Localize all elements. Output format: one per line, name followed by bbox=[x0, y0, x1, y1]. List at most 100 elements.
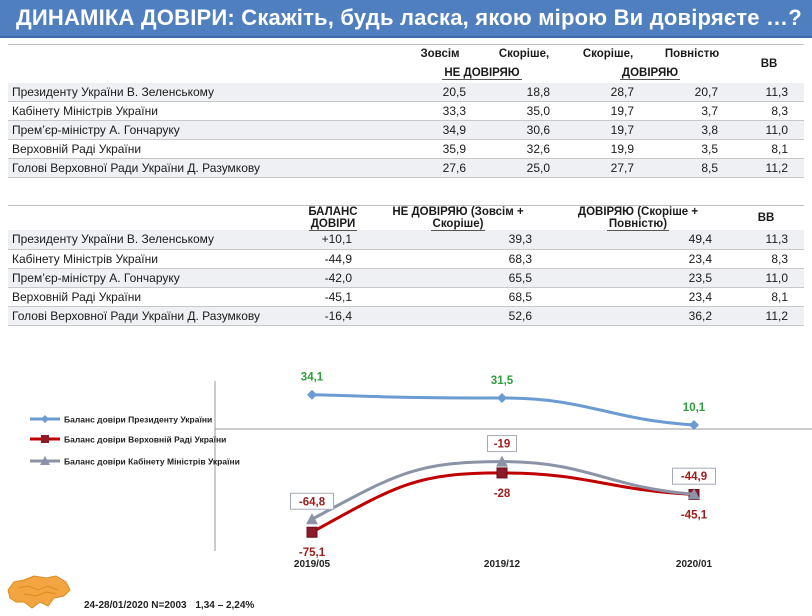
footer-error: 1,34 – 2,24% bbox=[195, 600, 255, 611]
cell-value: 19,7 bbox=[566, 101, 650, 121]
cell-value: -44,9 bbox=[298, 249, 368, 268]
page-title: ДИНАМІКА ДОВІРИ: Скажіть, будь ласка, як… bbox=[16, 5, 802, 30]
header-group-distrust: НЕ ДОВІРЯЮ bbox=[442, 67, 522, 80]
row-label: Прем’єр-міністру А. Гончаруку bbox=[8, 120, 398, 140]
header-rather-distrust: Скоріше, bbox=[498, 48, 550, 61]
header-hard-to-say: ВВ bbox=[757, 212, 775, 224]
cell-value: 11,0 bbox=[728, 268, 804, 287]
cell-value: 52,6 bbox=[368, 306, 548, 325]
legend-marker bbox=[41, 435, 49, 443]
row-label: Голові Верховної Ради України Д. Разумко… bbox=[8, 306, 298, 325]
data-point bbox=[688, 488, 700, 500]
cell-value: 23,4 bbox=[548, 287, 728, 306]
header-trust-sum: ДОВІРЯЮ (Скоріше + Повністю) bbox=[577, 206, 699, 231]
trust-detail-table: Зовсім Скоріше, Скоріше, Повністю ВВ НЕ … bbox=[8, 44, 804, 178]
cell-value: 8,1 bbox=[728, 287, 804, 306]
table-row: Голові Верховної Ради України Д. Разумко… bbox=[8, 306, 804, 325]
data-point bbox=[307, 389, 317, 400]
data-label: -44,9 bbox=[681, 471, 707, 483]
header-distrust-sum: НЕ ДОВІРЯЮ (Зовсім + Скоріше) bbox=[392, 206, 524, 231]
row-label: Прем’єр-міністру А. Гончаруку bbox=[8, 268, 298, 287]
cell-value: 36,2 bbox=[548, 306, 728, 325]
cell-value: 3,8 bbox=[650, 120, 734, 140]
cell-value: 20,7 bbox=[650, 82, 734, 102]
header-fully-trust: Повністю bbox=[664, 48, 720, 61]
cell-value: 23,4 bbox=[548, 249, 728, 268]
cell-value: 39,3 bbox=[368, 230, 548, 249]
cell-value: 11,3 bbox=[734, 82, 804, 102]
cell-value: 35,9 bbox=[398, 139, 482, 159]
table-row: Верховній Раді України -45,1 68,5 23,4 8,1 bbox=[8, 287, 804, 306]
cell-value: 19,9 bbox=[566, 139, 650, 159]
cell-value: 8,5 bbox=[650, 158, 734, 178]
cell-value: 3,5 bbox=[650, 139, 734, 159]
cell-value: 68,5 bbox=[368, 287, 548, 306]
data-point bbox=[496, 455, 508, 467]
data-label: -28 bbox=[494, 488, 511, 500]
cell-value: 3,7 bbox=[650, 101, 734, 121]
table-row: Президенту України В. Зеленському 20,5 18,… bbox=[8, 82, 804, 102]
row-label: Верховній Раді України bbox=[8, 287, 298, 306]
cell-value: 28,7 bbox=[566, 82, 650, 102]
cell-value: 65,5 bbox=[368, 268, 548, 287]
cell-value: 27,7 bbox=[566, 158, 650, 178]
data-label: -75,1 bbox=[299, 547, 326, 559]
ukraine-map-logo bbox=[7, 575, 71, 609]
row-label: Президенту України В. Зеленському bbox=[8, 82, 398, 102]
cell-value: 30,6 bbox=[482, 120, 566, 140]
cell-value: 23,5 bbox=[548, 268, 728, 287]
cell-value: 34,9 bbox=[398, 120, 482, 140]
table-row: Президенту України В. Зеленському +10,1 39… bbox=[8, 230, 804, 249]
cell-value: 11,0 bbox=[734, 120, 804, 140]
series-line-1 bbox=[311, 471, 695, 534]
cell-value: 68,3 bbox=[368, 249, 548, 268]
trust-balance-chart: 2019/05 2019/12 2020/01 34,1 31,5 10,1 -75,1 -… bbox=[30, 372, 812, 570]
x-tick-label: 2019/12 bbox=[484, 559, 521, 570]
data-point bbox=[497, 393, 507, 403]
x-tick-label: 2019/05 bbox=[294, 559, 331, 570]
cell-value: 32,6 bbox=[482, 139, 566, 159]
data-point bbox=[306, 526, 318, 538]
data-label-box bbox=[290, 492, 334, 510]
legend-label: Баланс довіри Верховній Раді України bbox=[64, 435, 226, 445]
data-label: 31,5 bbox=[491, 375, 514, 387]
legend-label: Баланс довіри Кабінету Міністрів України bbox=[64, 457, 240, 467]
trust-balance-table: БАЛАНС ДОВІРИ НЕ ДОВІРЯЮ (Зовсім + Скорі… bbox=[8, 205, 804, 326]
header-fully-distrust: Зовсім bbox=[420, 48, 460, 61]
table-row: Прем’єр-міністру А. Гончаруку 34,9 30,6 19,… bbox=[8, 120, 804, 140]
cell-value: -42,0 bbox=[298, 268, 368, 287]
cell-value: 11,2 bbox=[728, 306, 804, 325]
cell-value: 27,6 bbox=[398, 158, 482, 178]
data-label-box bbox=[487, 435, 517, 453]
x-tick-label: 2020/01 bbox=[676, 559, 713, 570]
cell-value: 18,8 bbox=[482, 82, 566, 102]
table-row: Верховній Раді України 35,9 32,6 19,9 3,5 8,1 bbox=[8, 139, 804, 159]
row-label: Голові Верховної Ради України Д. Разумко… bbox=[8, 158, 398, 178]
footer: 24-28/01/2020 N=2003 1,34 – 2,24% bbox=[84, 600, 254, 611]
data-label: 10,1 bbox=[683, 402, 706, 414]
cell-value: 8,1 bbox=[734, 139, 804, 159]
data-label: -64,8 bbox=[299, 496, 326, 508]
header-rather-trust: Скоріше, bbox=[582, 48, 634, 61]
data-label: 34,1 bbox=[301, 372, 324, 384]
cell-value: 35,0 bbox=[482, 101, 566, 121]
data-label-box bbox=[672, 467, 716, 485]
cell-value: 19,7 bbox=[566, 120, 650, 140]
cell-value: 8,3 bbox=[728, 249, 804, 268]
cell-value: 49,4 bbox=[548, 230, 728, 249]
row-label: Президенту України В. Зеленському bbox=[8, 230, 298, 249]
header-hard-to-say: ВВ bbox=[760, 57, 778, 70]
row-label: Верховній Раді України bbox=[8, 139, 398, 159]
legend-marker bbox=[40, 456, 50, 465]
data-point bbox=[496, 467, 508, 479]
row-label: Кабінету Міністрів України bbox=[8, 101, 398, 121]
data-point bbox=[689, 419, 699, 430]
cell-value: -45,1 bbox=[298, 287, 368, 306]
legend-marker bbox=[41, 415, 49, 423]
data-point bbox=[306, 513, 318, 525]
cell-value: 8,3 bbox=[734, 101, 804, 121]
cell-value: -16,4 bbox=[298, 306, 368, 325]
title-bar: ДИНАМІКА ДОВІРИ: Скажіть, будь ласка, як… bbox=[0, 0, 812, 38]
header-balance: БАЛАНС ДОВІРИ bbox=[308, 206, 358, 231]
cell-value: 11,2 bbox=[734, 158, 804, 178]
